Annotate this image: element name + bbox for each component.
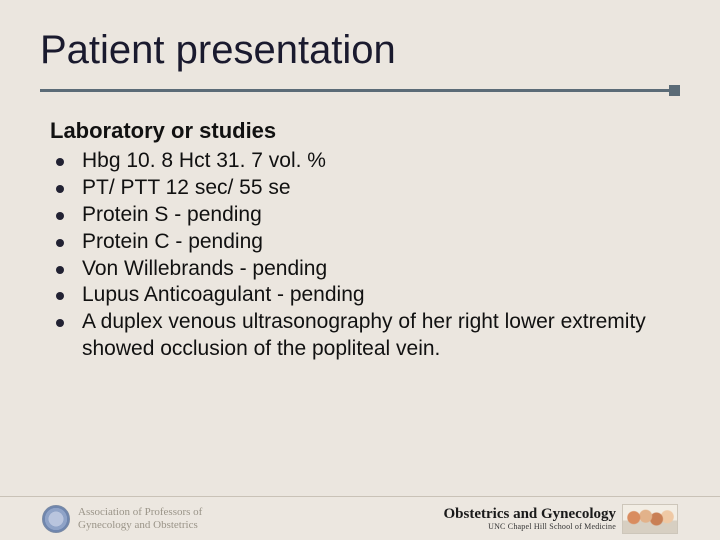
list-item-text: Hbg 10. 8 Hct 31. 7 vol. % (82, 149, 326, 172)
bullet-icon (56, 158, 64, 166)
bullet-icon (56, 319, 64, 327)
footer-photo-icon (622, 504, 678, 534)
bullet-icon (56, 185, 64, 193)
list-item: Protein C - pending (56, 229, 680, 256)
journal-subtitle: UNC Chapel Hill School of Medicine (444, 522, 617, 531)
bullet-icon (56, 239, 64, 247)
bullet-icon (56, 266, 64, 274)
list-item: A duplex venous ultrasonography of her r… (56, 309, 680, 363)
footer-left: Association of Professors of Gynecology … (42, 505, 202, 533)
list-item: Hbg 10. 8 Hct 31. 7 vol. % (56, 148, 680, 175)
slide-title: Patient presentation (40, 28, 680, 83)
list-item: Von Willebrands - pending (56, 256, 680, 283)
journal-title: Obstetrics and Gynecology (444, 507, 617, 522)
list-item-text: A duplex venous ultrasonography of her r… (82, 310, 646, 360)
list-item: Protein S - pending (56, 202, 680, 229)
section-subheading: Laboratory or studies (50, 118, 680, 144)
bullet-icon (56, 212, 64, 220)
association-line1: Association of Professors of (78, 506, 202, 519)
title-rule (40, 89, 680, 92)
bullet-icon (56, 292, 64, 300)
journal-block: Obstetrics and Gynecology UNC Chapel Hil… (444, 507, 617, 531)
slide: Patient presentation Laboratory or studi… (0, 0, 720, 540)
list-item: PT/ PTT 12 sec/ 55 se (56, 175, 680, 202)
list-item-text: Protein S - pending (82, 203, 262, 226)
bullet-list: Hbg 10. 8 Hct 31. 7 vol. % PT/ PTT 12 se… (50, 148, 680, 363)
content-area: Laboratory or studies Hbg 10. 8 Hct 31. … (40, 118, 680, 363)
list-item-text: PT/ PTT 12 sec/ 55 se (82, 176, 291, 199)
list-item-text: Lupus Anticoagulant - pending (82, 283, 365, 306)
association-line2: Gynecology and Obstetrics (78, 519, 202, 532)
list-item: Lupus Anticoagulant - pending (56, 282, 680, 309)
list-item-text: Von Willebrands - pending (82, 257, 327, 280)
footer: Association of Professors of Gynecology … (0, 496, 720, 540)
footer-right: Obstetrics and Gynecology UNC Chapel Hil… (444, 504, 679, 534)
association-seal-icon (42, 505, 70, 533)
list-item-text: Protein C - pending (82, 230, 263, 253)
association-text: Association of Professors of Gynecology … (78, 506, 202, 531)
